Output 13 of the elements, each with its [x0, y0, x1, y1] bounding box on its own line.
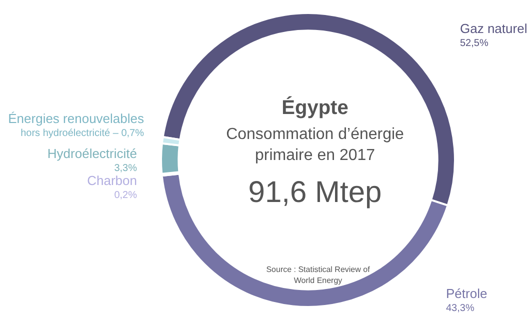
slice-label: Charbon — [87, 173, 137, 188]
slice-label: Pétrole — [446, 286, 488, 301]
slice-label: Hydroélectricité — [47, 146, 137, 161]
data-label: 3,3% — [114, 163, 138, 174]
slice-label: Gaz naturel — [460, 21, 528, 36]
data-label: 0,2% — [114, 190, 138, 201]
slice-label: Énergies renouvelables hors hydroélectricité – 0,7% — [8, 111, 144, 139]
text: Égypte — [282, 96, 348, 119]
source-note: Source : Statistical Review of World Energy — [266, 265, 371, 285]
text: 91,6 Mtep — [248, 176, 382, 209]
data-label: 43,3% — [446, 303, 474, 314]
data-label: 52,5% — [460, 38, 488, 49]
text: Consommation d’énergie primaire en 2017 — [226, 126, 404, 164]
